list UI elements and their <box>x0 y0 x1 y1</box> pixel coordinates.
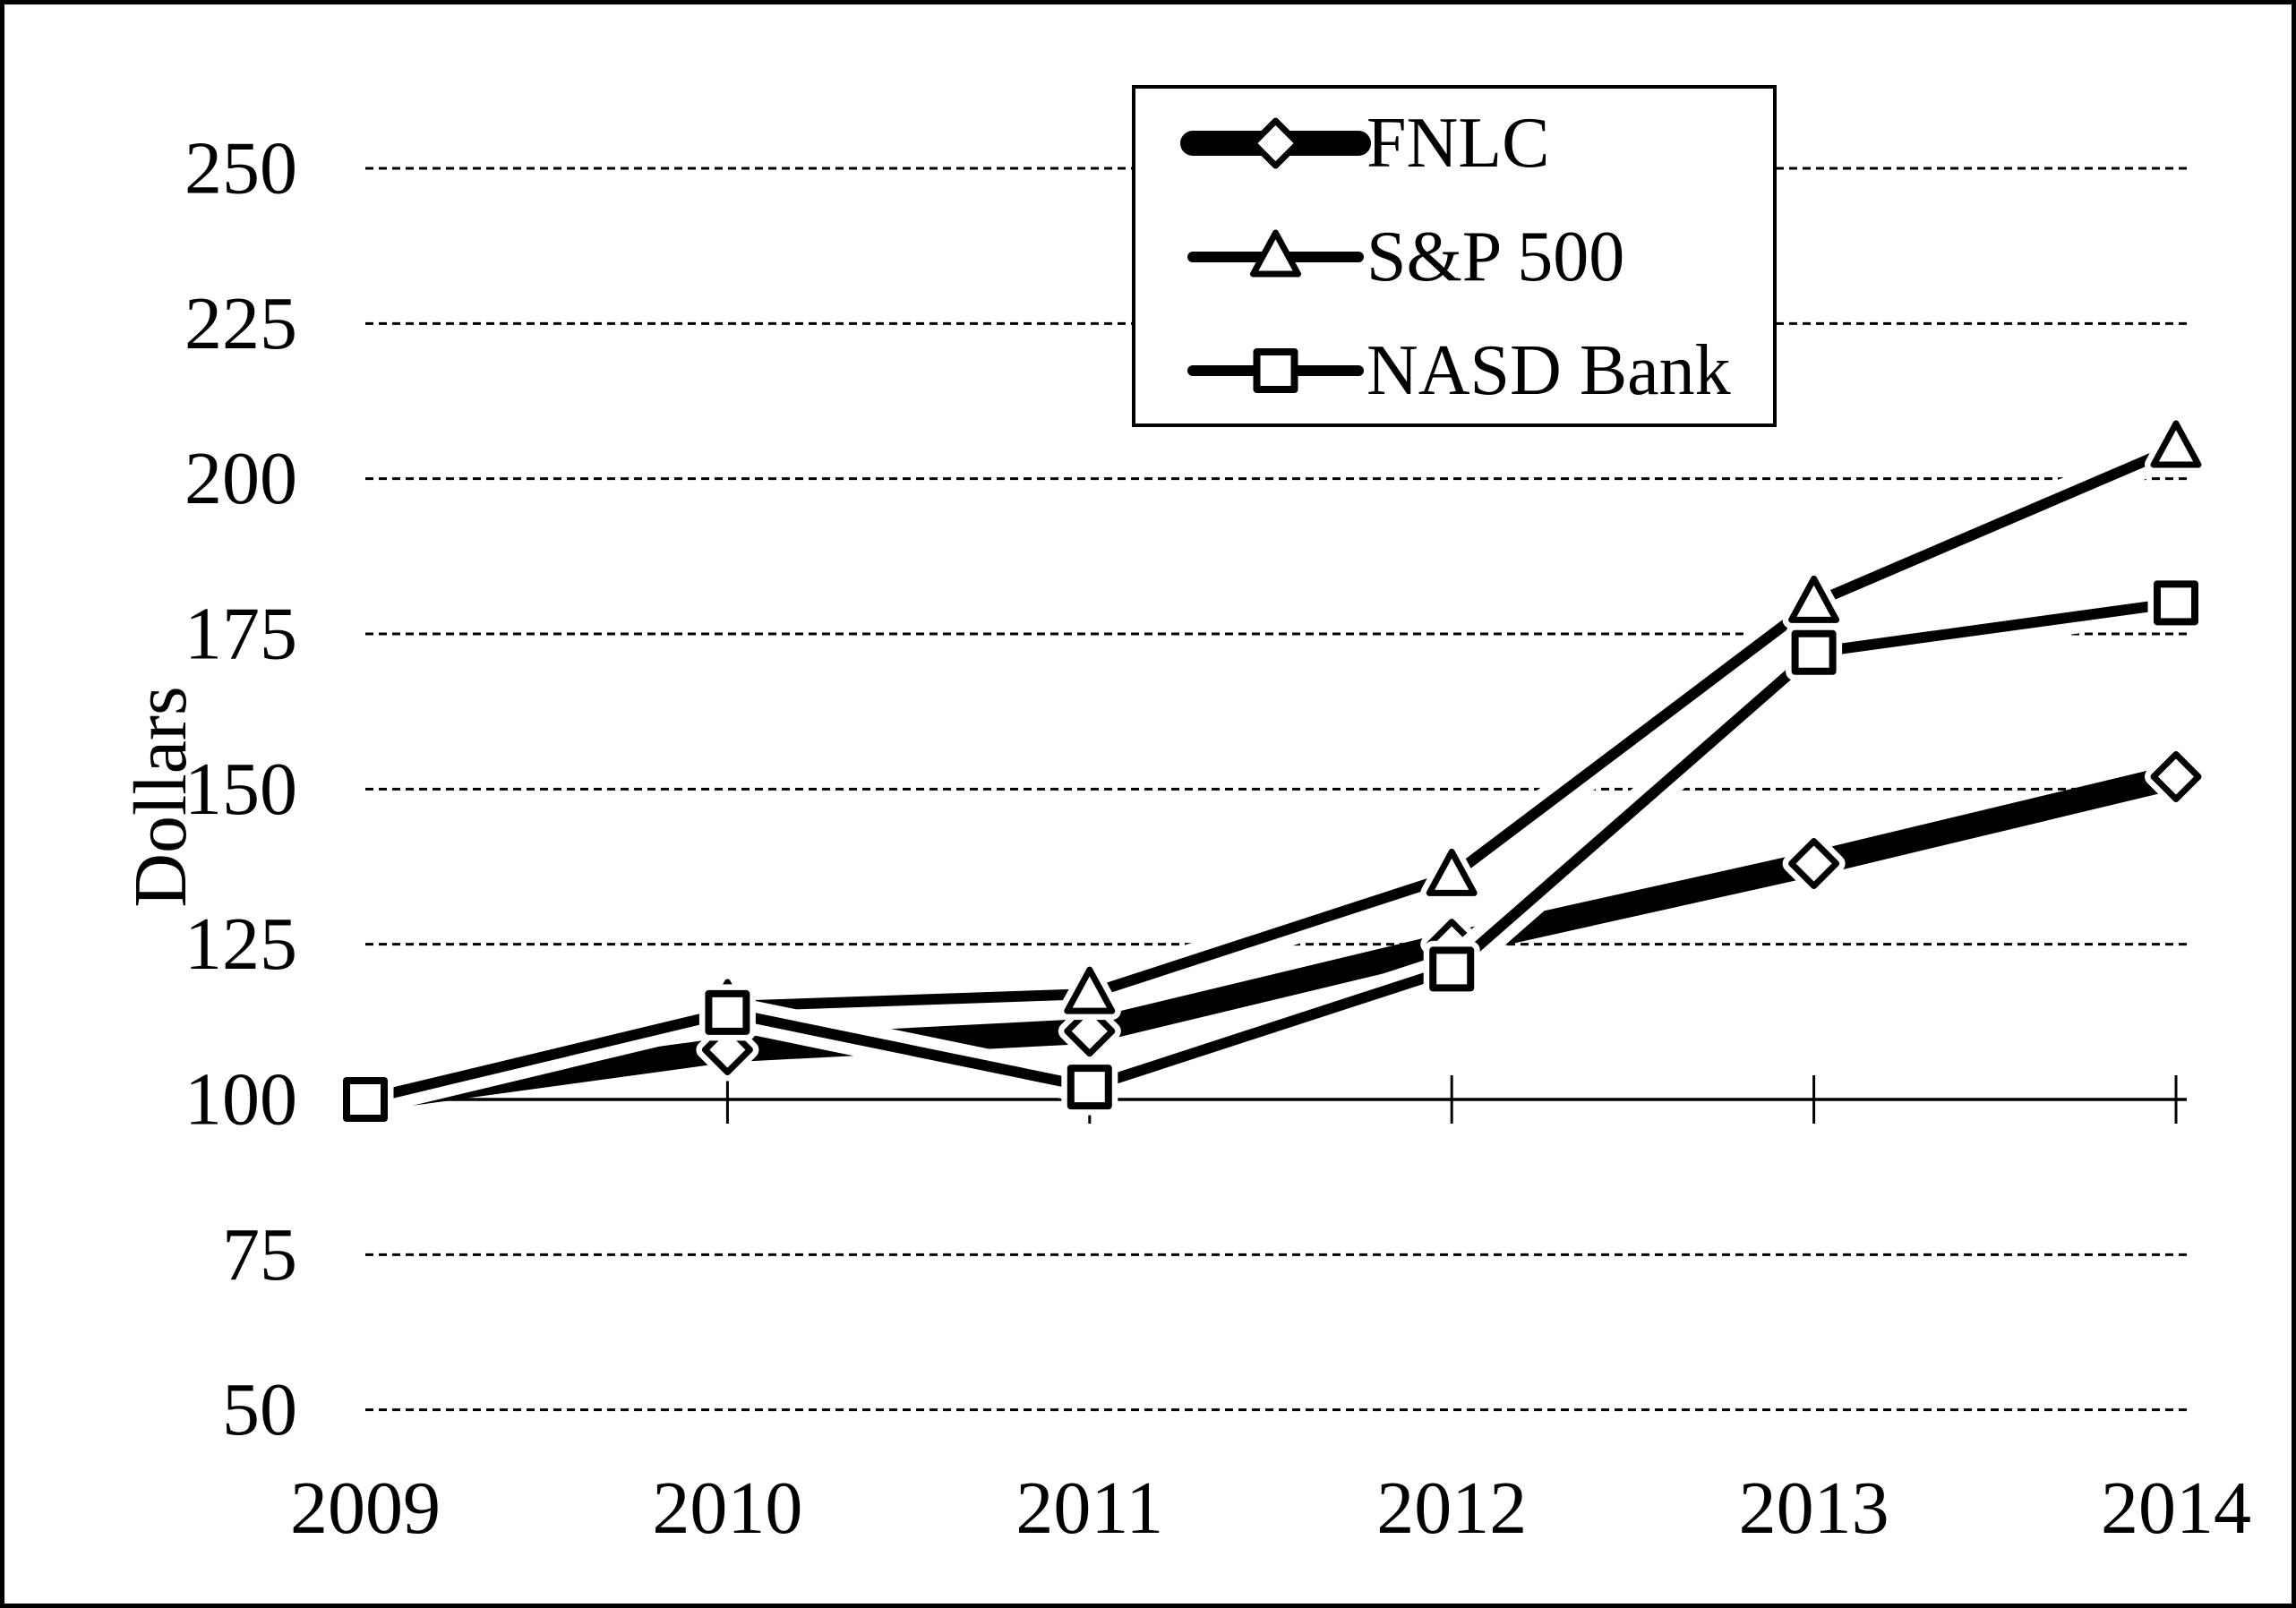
legend-item-nasd-bank: NASD Bank <box>1187 331 1731 410</box>
x-tick-label-2014: 2014 <box>2101 1467 2251 1550</box>
square-marker-nasd-bank <box>343 1077 388 1122</box>
y-tick-label-75: 75 <box>222 1213 297 1296</box>
y-tick-label-150: 150 <box>184 748 297 831</box>
x-tick-label-2011: 2011 <box>1015 1467 1163 1550</box>
triangle-marker-s-p-500 <box>1064 966 1116 1014</box>
legend-item-s-p-500: S&P 500 <box>1187 218 1624 296</box>
y-tick-labels: 250 225 200 175 150 125 100 75 50 <box>184 127 297 1452</box>
series-nasd-bank <box>337 574 2205 1128</box>
legend-item-fnlc: FNLC <box>1180 104 1550 183</box>
series-layer <box>334 415 2207 1131</box>
x-tick-label-2013: 2013 <box>1739 1467 1889 1550</box>
series-line-nasd-bank <box>360 597 2181 1105</box>
y-tick-label-225: 225 <box>184 282 297 365</box>
legend-triangle-marker-s-p-500 <box>1250 229 1301 278</box>
legend: FNLC S&P 500 NASD Bank <box>1132 85 1777 427</box>
x-tick-label-2010: 2010 <box>652 1467 802 1550</box>
diamond-marker-fnlc <box>2150 750 2202 802</box>
x-tick-labels: 2009 2010 2011 2012 2013 2014 <box>290 1467 2251 1550</box>
legend-label-nasd-bank: NASD Bank <box>1366 331 1731 410</box>
diamond-marker-fnlc <box>1788 838 1840 890</box>
triangle-marker-s-p-500 <box>2150 420 2202 468</box>
square-marker-nasd-bank <box>1791 629 1837 675</box>
gridlines <box>365 167 2187 1412</box>
y-tick-label-100: 100 <box>184 1058 297 1142</box>
square-marker-nasd-bank <box>1429 946 1475 992</box>
triangle-marker-s-p-500 <box>1788 575 1840 623</box>
legend-label-s-p-500: S&P 500 <box>1366 218 1624 296</box>
y-tick-label-200: 200 <box>184 437 297 520</box>
square-marker-nasd-bank <box>1067 1065 1112 1110</box>
square-marker-nasd-bank <box>2154 580 2198 626</box>
legend-diamond-marker-fnlc <box>1250 117 1301 169</box>
legend-square-marker-nasd-bank <box>1253 348 1298 393</box>
x-tick-label-2009: 2009 <box>290 1467 441 1550</box>
y-axis-title: Dollars <box>119 686 202 907</box>
triangle-marker-s-p-500 <box>1426 848 1478 896</box>
series-line-fnlc <box>353 764 2189 1112</box>
y-tick-label-250: 250 <box>184 127 297 210</box>
y-tick-label-175: 175 <box>184 593 297 676</box>
legend-label-fnlc: FNLC <box>1366 104 1550 183</box>
y-tick-label-125: 125 <box>184 902 297 986</box>
square-marker-nasd-bank <box>705 989 750 1035</box>
x-tick-label-2012: 2012 <box>1376 1467 1527 1550</box>
y-tick-label-50: 50 <box>222 1368 297 1451</box>
